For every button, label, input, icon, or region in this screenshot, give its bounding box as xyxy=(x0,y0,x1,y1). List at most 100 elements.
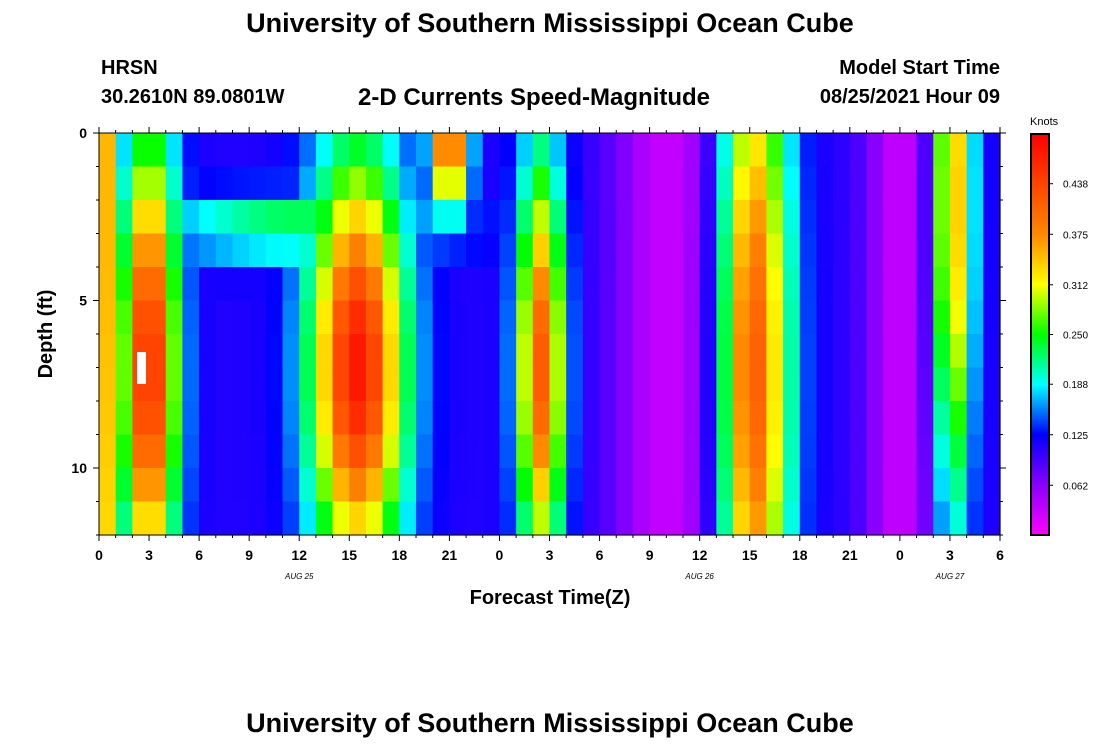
heatmap-cell xyxy=(949,434,968,469)
heatmap-cell xyxy=(632,434,651,469)
heatmap-cells xyxy=(99,133,1001,536)
heatmap-cell xyxy=(599,334,617,369)
heatmap-cell xyxy=(382,501,400,536)
heatmap-cell xyxy=(399,133,417,168)
heatmap-cell xyxy=(432,401,450,436)
heatmap-cell xyxy=(933,334,951,369)
heatmap-cell xyxy=(249,501,267,536)
heatmap-chart: 0 3 6 9 12 15 18 21 0 3 6 9 12 15 18 21 0 3 6 AUG 25 AUG 26 A… xyxy=(35,116,1088,609)
heatmap-cell xyxy=(816,468,834,503)
heatmap-cell xyxy=(399,334,417,369)
x-tick-label: 12 xyxy=(692,547,708,563)
heatmap-cell xyxy=(783,367,801,402)
heatmap-cell xyxy=(799,334,818,369)
heatmap-cell xyxy=(816,233,834,268)
heatmap-cell xyxy=(933,300,951,335)
heatmap-cell xyxy=(866,334,884,369)
heatmap-cell xyxy=(532,166,551,201)
chart-title: 2-D Currents Speed-Magnitude xyxy=(358,84,711,111)
heatmap-cell xyxy=(816,267,834,302)
heatmap-cell xyxy=(516,334,534,369)
heatmap-cell xyxy=(566,468,584,503)
heatmap-cell xyxy=(416,133,434,168)
heatmap-cell xyxy=(499,267,517,302)
heatmap-cell xyxy=(966,300,984,335)
heatmap-cell xyxy=(966,434,984,469)
heatmap-cell xyxy=(666,267,684,302)
heatmap-cell xyxy=(282,434,300,469)
heatmap-cell xyxy=(232,166,250,201)
heatmap-cell xyxy=(716,233,734,268)
heatmap-cell xyxy=(332,468,350,503)
heatmap-cell xyxy=(466,367,484,402)
heatmap-cell xyxy=(382,401,400,436)
heatmap-cell xyxy=(599,300,617,335)
heatmap-cell xyxy=(599,267,617,302)
colorbar-gradient xyxy=(1030,133,1050,536)
heatmap-cell xyxy=(365,434,384,469)
heatmap-cell xyxy=(282,501,300,536)
station-name: HRSN xyxy=(101,57,158,79)
x-tick-label: 12 xyxy=(291,547,307,563)
heatmap-cell xyxy=(783,133,801,168)
heatmap-cell xyxy=(349,133,367,168)
heatmap-cell xyxy=(182,300,200,335)
heatmap-cell xyxy=(182,367,200,402)
heatmap-cell xyxy=(165,501,184,536)
heatmap-cell xyxy=(215,166,234,201)
heatmap-cell xyxy=(849,367,868,402)
heatmap-cell xyxy=(149,468,167,503)
heatmap-cell xyxy=(966,401,984,436)
heatmap-cell xyxy=(849,233,868,268)
heatmap-cell xyxy=(265,166,284,201)
heatmap-cell xyxy=(682,133,701,168)
heatmap-cell xyxy=(849,200,868,235)
heatmap-cell xyxy=(566,434,584,469)
heatmap-cell xyxy=(449,200,467,235)
heatmap-cell xyxy=(499,133,517,168)
heatmap-cell xyxy=(883,200,901,235)
heatmap-cell xyxy=(282,300,300,335)
heatmap-cell xyxy=(983,133,1001,168)
heatmap-cell xyxy=(432,300,450,335)
heatmap-cell xyxy=(299,200,317,235)
heatmap-cell xyxy=(315,468,334,503)
heatmap-cell xyxy=(783,166,801,201)
heatmap-cell xyxy=(215,434,234,469)
heatmap-cell xyxy=(516,401,534,436)
heatmap-cell xyxy=(232,233,250,268)
heatmap-cell xyxy=(983,367,1001,402)
heatmap-cell xyxy=(966,133,984,168)
heatmap-cell xyxy=(682,300,701,335)
heatmap-cell xyxy=(599,233,617,268)
heatmap-cell xyxy=(883,434,901,469)
heatmap-cell xyxy=(733,334,751,369)
heatmap-cell xyxy=(432,200,450,235)
heatmap-cell xyxy=(532,434,551,469)
heatmap-cell xyxy=(899,166,918,201)
heatmap-cell xyxy=(315,200,334,235)
heatmap-cell xyxy=(849,401,868,436)
heatmap-cell xyxy=(416,367,434,402)
heatmap-cell xyxy=(582,501,601,536)
heatmap-cell xyxy=(916,200,934,235)
heatmap-cell xyxy=(115,133,133,168)
heatmap-cell xyxy=(983,300,1001,335)
heatmap-cell xyxy=(682,434,701,469)
x-tick-label: 9 xyxy=(646,547,654,563)
heatmap-cell xyxy=(582,267,601,302)
heatmap-cell xyxy=(115,367,133,402)
heatmap-cell xyxy=(132,300,150,335)
heatmap-cell xyxy=(649,267,667,302)
heatmap-cell xyxy=(799,401,818,436)
heatmap-cell xyxy=(749,434,768,469)
heatmap-cell xyxy=(566,367,584,402)
heatmap-cell xyxy=(933,166,951,201)
heatmap-cell xyxy=(482,468,501,503)
heatmap-cell xyxy=(382,267,400,302)
heatmap-cell xyxy=(682,233,701,268)
heatmap-cell xyxy=(866,267,884,302)
heatmap-cell xyxy=(249,401,267,436)
heatmap-cell xyxy=(165,300,184,335)
heatmap-cell xyxy=(299,367,317,402)
